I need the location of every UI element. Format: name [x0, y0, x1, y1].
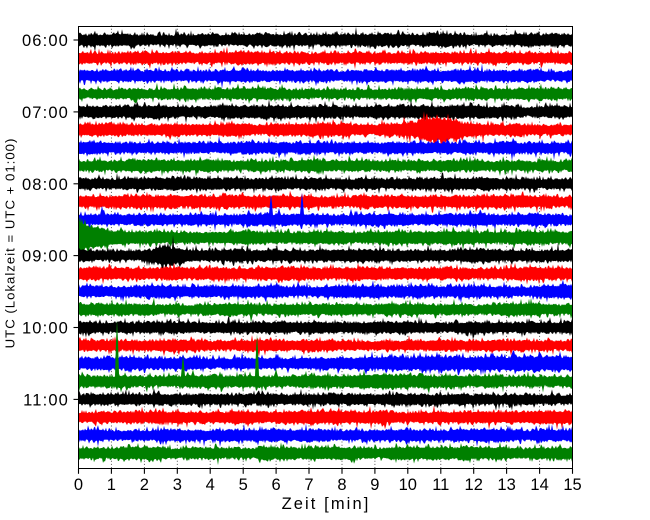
svg-text:0: 0	[74, 476, 83, 494]
svg-text:11:00: 11:00	[23, 392, 69, 410]
svg-text:2: 2	[140, 476, 149, 494]
svg-text:14: 14	[530, 476, 548, 494]
svg-text:06:00: 06:00	[22, 32, 69, 50]
svg-text:9: 9	[370, 476, 379, 494]
svg-text:7: 7	[304, 476, 313, 494]
svg-text:8: 8	[337, 476, 346, 494]
svg-text:08:00: 08:00	[22, 176, 69, 194]
svg-text:12: 12	[465, 476, 483, 494]
svg-text:UTC (Lokalzeit = UTC + 01:00): UTC (Lokalzeit = UTC + 01:00)	[3, 138, 18, 349]
svg-text:10: 10	[399, 476, 417, 494]
svg-text:Zeit [min]: Zeit [min]	[282, 495, 371, 513]
svg-text:07:00: 07:00	[22, 104, 69, 122]
svg-text:6: 6	[272, 476, 281, 494]
svg-text:5: 5	[239, 476, 248, 494]
svg-text:10:00: 10:00	[22, 320, 69, 338]
svg-text:11: 11	[432, 476, 449, 494]
svg-text:3: 3	[173, 476, 182, 494]
svg-text:15: 15	[563, 476, 581, 494]
svg-text:4: 4	[206, 476, 215, 494]
svg-text:1: 1	[107, 476, 116, 494]
svg-text:09:00: 09:00	[22, 248, 69, 266]
svg-text:13: 13	[497, 476, 515, 494]
